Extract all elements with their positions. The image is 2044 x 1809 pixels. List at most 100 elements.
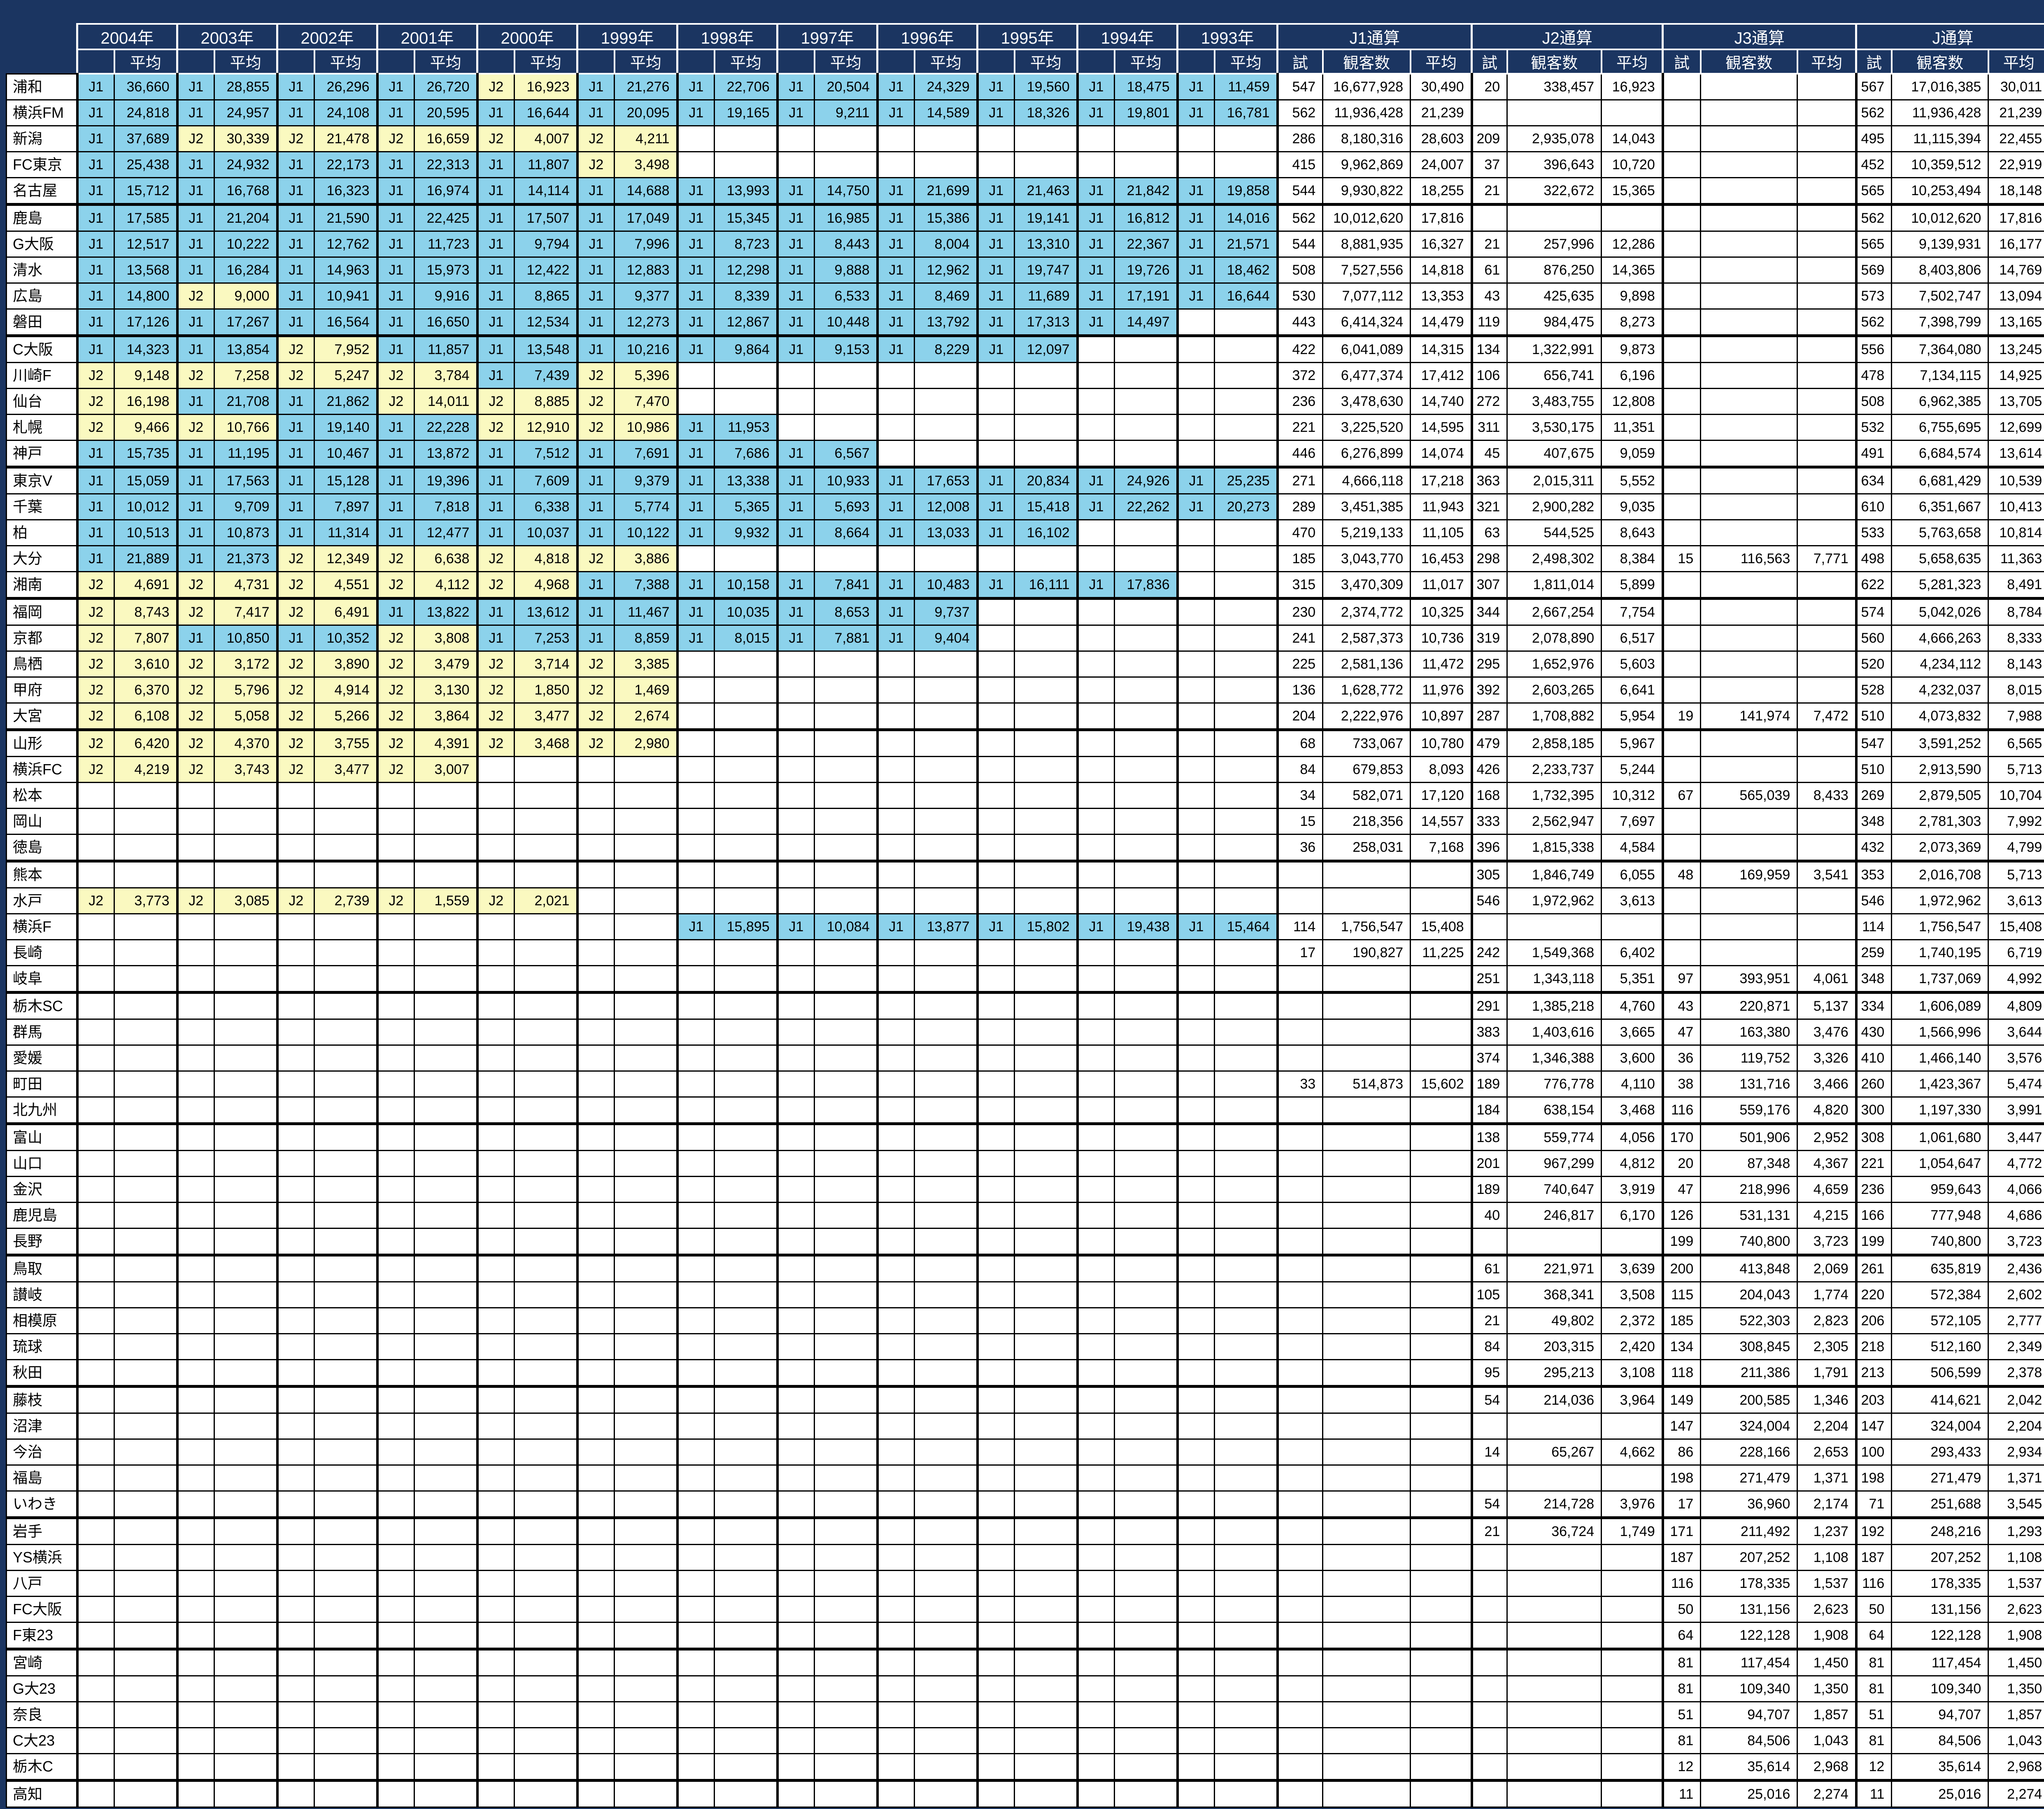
league-cell: J2 — [76, 362, 115, 389]
league-cell: J1 — [76, 125, 115, 152]
league-cell — [76, 913, 115, 940]
league-cell — [476, 965, 515, 994]
league-cell — [676, 1044, 715, 1072]
table-row: 仙台 J2 16,198 J1 21,708 J1 21,862 J2 14,011 J2 8,88… — [6, 388, 2044, 415]
matches-cell: 185 — [1276, 545, 1324, 572]
team-cell: 栃木SC — [6, 992, 79, 1020]
average-cell — [814, 1544, 878, 1571]
league-cell — [1076, 965, 1115, 994]
average-cell: 1,857 — [1988, 1701, 2044, 1728]
attendance-cell: 131,156 — [1891, 1596, 1989, 1623]
team-cell: 名古屋 — [6, 177, 79, 206]
matches-cell: 81 — [1855, 1727, 1893, 1754]
attendance-cell: 109,340 — [1891, 1675, 1989, 1702]
table-row: G大阪 J1 12,517 J1 10,222 J1 12,762 J1 11,723 J1 9,7… — [6, 231, 2044, 258]
average-cell — [914, 1386, 978, 1414]
average-cell: 13,705 — [1988, 388, 2044, 415]
average-cell — [314, 1701, 378, 1728]
average-cell — [1114, 125, 1178, 152]
average-cell: 14,589 — [914, 99, 978, 126]
league-cell: J2 — [176, 650, 215, 678]
average-cell: 3,172 — [214, 650, 278, 678]
team-cell: F東23 — [6, 1622, 79, 1650]
average-cell — [1797, 388, 1857, 415]
average-cell: 7,996 — [614, 231, 678, 258]
average-cell — [614, 887, 678, 914]
league-cell — [1176, 1727, 1215, 1754]
average-cell — [1014, 1254, 1078, 1282]
matches-cell: 491 — [1855, 440, 1893, 469]
attendance-cell: 94,707 — [1891, 1701, 1989, 1728]
league-cell: J1 — [1176, 231, 1215, 258]
team-cell: 福岡 — [6, 598, 79, 626]
league-cell — [776, 1307, 815, 1334]
average-cell — [1014, 887, 1078, 914]
attendance-cell: 501,906 — [1700, 1123, 1798, 1151]
attendance-cell: 733,067 — [1322, 729, 1411, 757]
year-header: 1993年 — [1176, 23, 1278, 50]
league-cell: J2 — [376, 545, 415, 572]
average-cell — [414, 1281, 478, 1308]
league-cell — [76, 860, 115, 888]
matches-cell: 218 — [1855, 1333, 1893, 1360]
attendance-cell: 1,566,996 — [1891, 1019, 1989, 1046]
league-cell — [376, 1753, 415, 1782]
league-cell — [76, 1438, 115, 1466]
league-cell — [376, 1176, 415, 1203]
average-cell — [1214, 1044, 1278, 1072]
attendance-cell — [1700, 676, 1798, 704]
average-cell — [1214, 1780, 1278, 1808]
average-cell — [314, 1202, 378, 1229]
average-cell — [314, 1570, 378, 1597]
average-cell — [714, 1517, 778, 1545]
average-cell — [1797, 676, 1857, 704]
league-cell — [76, 1648, 115, 1676]
team-cell: C大阪 — [6, 335, 79, 363]
average-cell: 9,153 — [814, 335, 878, 363]
league-cell: J2 — [276, 729, 315, 757]
average-cell — [814, 1044, 878, 1072]
average-cell — [1114, 729, 1178, 757]
year-header: 2002年 — [276, 23, 378, 50]
average-subheader: 平均 — [213, 49, 278, 75]
league-cell — [776, 1438, 815, 1466]
average-cell: 17,653 — [914, 466, 978, 494]
average-cell: 12,477 — [414, 519, 478, 546]
average-cell: 3,919 — [1601, 1176, 1664, 1203]
average-cell: 12,517 — [113, 231, 178, 258]
average-cell — [914, 1570, 978, 1597]
average-cell: 21,463 — [1014, 177, 1078, 206]
average-cell: 1,450 — [1797, 1648, 1857, 1676]
attendance-cell — [1506, 1464, 1602, 1492]
attendance-cell: 396,643 — [1506, 151, 1602, 178]
average-cell — [814, 729, 878, 757]
average-cell: 11,472 — [1410, 650, 1473, 678]
matches-cell: 43 — [1661, 992, 1702, 1020]
average-cell: 7,897 — [314, 493, 378, 520]
average-cell — [1410, 1622, 1473, 1650]
average-cell — [1014, 1544, 1078, 1571]
matches-cell: 562 — [1276, 99, 1324, 126]
league-cell — [1176, 1570, 1215, 1597]
league-cell: J2 — [76, 756, 115, 783]
average-cell: 3,639 — [1601, 1254, 1664, 1282]
average-cell: 10,986 — [614, 414, 678, 441]
average-cell — [1214, 676, 1278, 704]
league-cell: J1 — [476, 519, 515, 546]
average-cell: 2,349 — [1988, 1333, 2044, 1360]
table-row: 北九州 184 638,154 3,468 116 559,176 4,820 300 1,19… — [6, 1096, 2044, 1125]
league-cell: J1 — [576, 571, 615, 600]
average-cell: 17,585 — [113, 204, 178, 232]
average-subheader: 平均 — [1213, 49, 1278, 75]
average-cell — [1014, 1123, 1078, 1151]
league-cell — [376, 1490, 415, 1519]
attendance-cell — [1322, 1123, 1411, 1151]
league-cell — [476, 1490, 515, 1519]
average-cell: 12,298 — [714, 256, 778, 284]
league-cell — [876, 1570, 915, 1597]
league-cell — [976, 362, 1015, 389]
average-cell: 4,367 — [1797, 1150, 1857, 1177]
matches-cell: 11 — [1855, 1780, 1893, 1808]
matches-cell: 198 — [1855, 1464, 1893, 1492]
average-cell — [714, 1254, 778, 1282]
